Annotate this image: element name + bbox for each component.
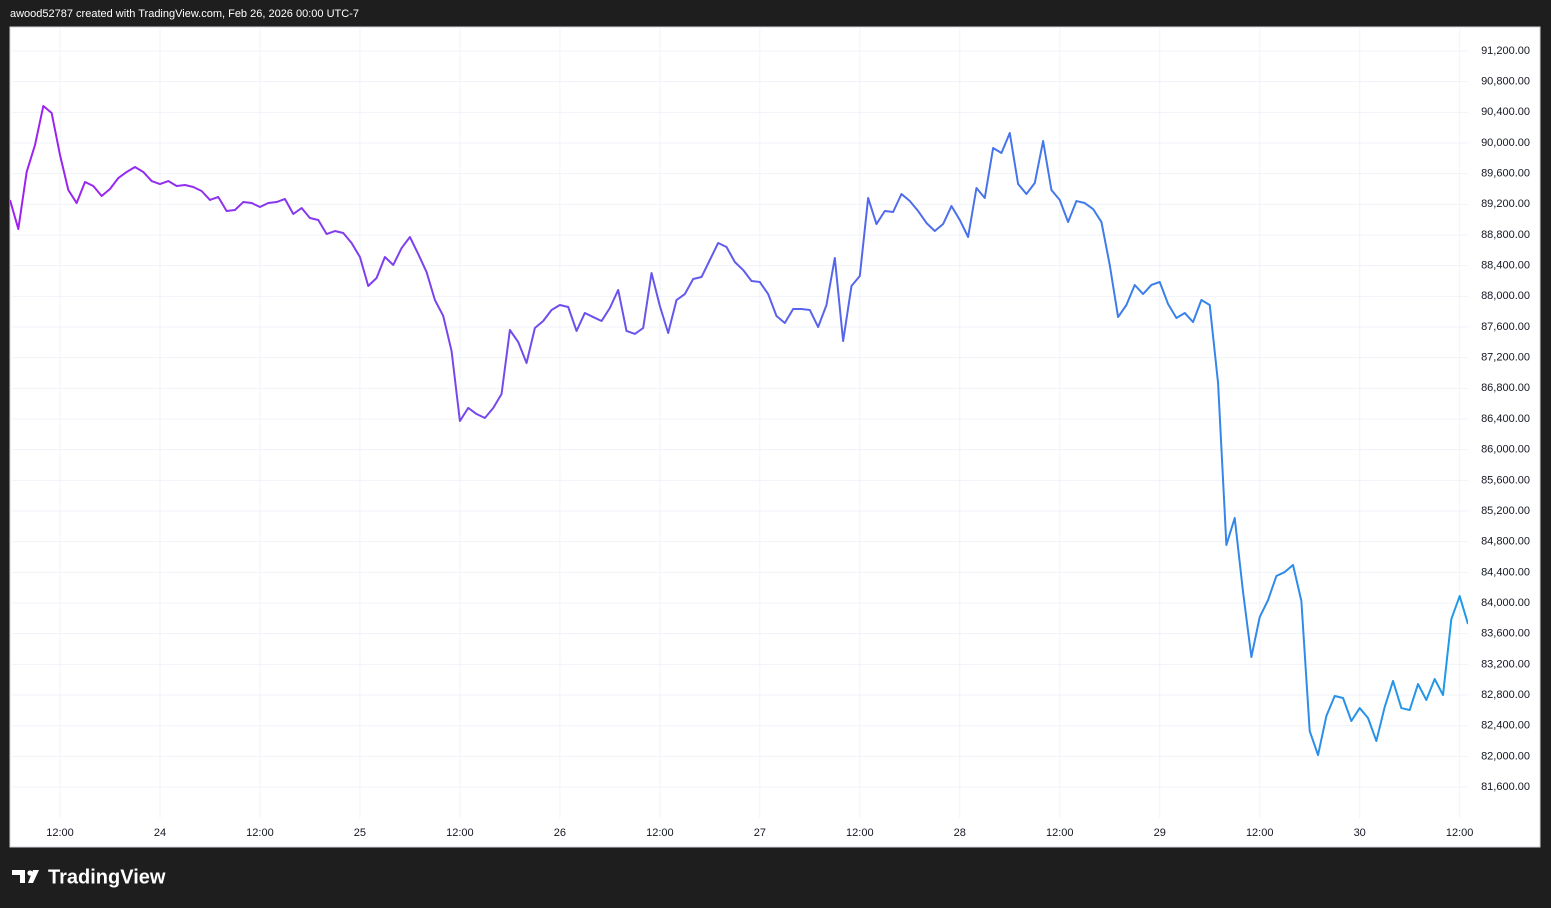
x-tick-label: 12:00 [1446, 827, 1474, 839]
y-tick-label: 90,000.00 [1481, 137, 1530, 149]
x-tick-label: 24 [154, 827, 166, 839]
axes: 81,600.00 82,000.00 82,400.00 82,800.00 83,2… [46, 45, 1530, 839]
y-tick-label: 87,600.00 [1481, 321, 1530, 333]
x-tick-label: 12:00 [446, 827, 474, 839]
y-tick-label: 85,600.00 [1481, 474, 1530, 486]
y-tick-label: 88,800.00 [1481, 229, 1530, 241]
y-tick-label: 87,200.00 [1481, 352, 1530, 364]
y-tick-label: 88,400.00 [1481, 260, 1530, 272]
x-tick-label: 26 [554, 827, 566, 839]
x-tick-label: 12:00 [246, 827, 274, 839]
brand-name: TradingView [48, 866, 166, 888]
chart-panel [9, 26, 1541, 848]
y-tick-label: 89,600.00 [1481, 168, 1530, 180]
y-tick-label: 82,800.00 [1481, 689, 1530, 701]
y-tick-label: 86,400.00 [1481, 413, 1530, 425]
x-tick-label: 29 [1154, 827, 1166, 839]
x-tick-label: 27 [754, 827, 766, 839]
header-text: awood52787 created with TradingView.com,… [10, 8, 359, 20]
y-tick-label: 86,000.00 [1481, 444, 1530, 456]
y-tick-label: 84,400.00 [1481, 566, 1530, 578]
plot [10, 104, 1468, 757]
y-tick-label: 85,200.00 [1481, 505, 1530, 517]
y-tick-label: 91,200.00 [1481, 45, 1530, 57]
x-tick-label: 25 [354, 827, 366, 839]
x-tick-label: 12:00 [1046, 827, 1074, 839]
y-tick-label: 86,800.00 [1481, 382, 1530, 394]
y-tick-label: 88,000.00 [1481, 290, 1530, 302]
x-tick-label: 12:00 [1246, 827, 1274, 839]
x-tick-label: 12:00 [46, 827, 74, 839]
x-tick-label: 12:00 [846, 827, 874, 839]
y-tick-label: 83,200.00 [1481, 658, 1530, 670]
price-line [10, 104, 1468, 757]
grid [10, 27, 1468, 818]
y-tick-label: 90,800.00 [1481, 76, 1530, 88]
y-tick-label: 89,200.00 [1481, 198, 1530, 210]
y-tick-label: 81,600.00 [1481, 781, 1530, 793]
y-tick-label: 84,800.00 [1481, 536, 1530, 548]
y-tick-label: 82,000.00 [1481, 750, 1530, 762]
y-tick-label: 84,000.00 [1481, 597, 1530, 609]
y-tick-label: 83,600.00 [1481, 628, 1530, 640]
x-tick-label: 12:00 [646, 827, 674, 839]
y-tick-label: 82,400.00 [1481, 720, 1530, 732]
brand-logo [12, 870, 39, 883]
x-tick-label: 30 [1354, 827, 1366, 839]
y-tick-label: 90,400.00 [1481, 106, 1530, 118]
x-tick-label: 28 [954, 827, 966, 839]
